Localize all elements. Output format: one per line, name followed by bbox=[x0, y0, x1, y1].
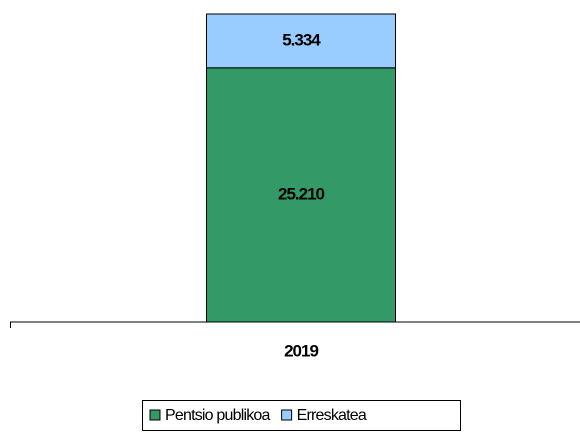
legend-swatch bbox=[281, 409, 293, 421]
data-label: 5.334 bbox=[282, 30, 321, 49]
bar-segment bbox=[206, 13, 396, 69]
legend-label: Pentsio publikoa bbox=[165, 407, 271, 424]
x-tick-label: 2019 bbox=[284, 341, 318, 360]
bar-segment bbox=[206, 67, 396, 323]
data-label: 25.210 bbox=[278, 184, 325, 203]
legend-label: Erreskatea bbox=[297, 407, 367, 424]
legend-box bbox=[142, 400, 461, 431]
legend-swatch bbox=[149, 409, 161, 421]
